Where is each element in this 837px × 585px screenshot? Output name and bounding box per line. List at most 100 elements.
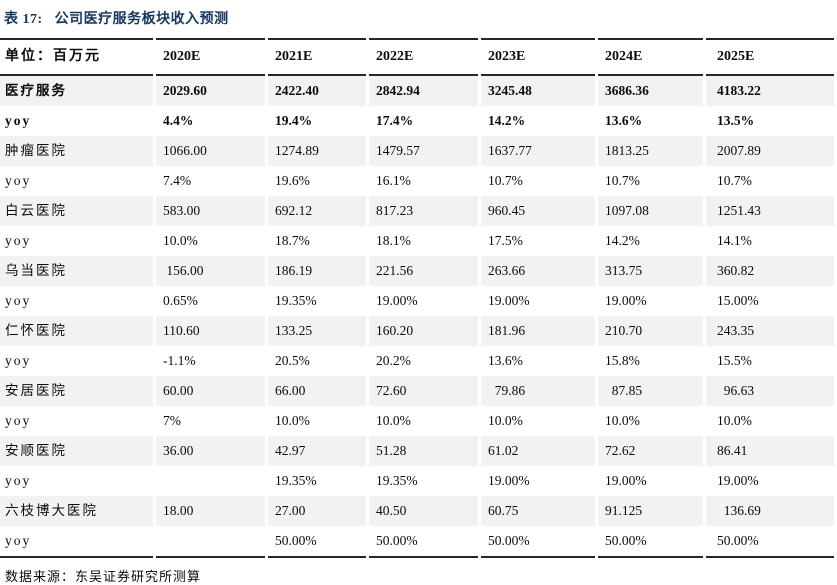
value-cell: 79.86 bbox=[481, 376, 595, 406]
value-cell: 10.0% bbox=[275, 413, 310, 429]
value-cell: 136.69 bbox=[706, 496, 834, 526]
value-cell: 19.6% bbox=[275, 173, 310, 189]
value-cell: 15.00% bbox=[717, 293, 759, 309]
value-cell: 7% bbox=[163, 413, 181, 429]
table-row: 肿瘤医院 1066.00 1274.89 1479.57 1637.77 1813.25 2… bbox=[0, 136, 834, 166]
value-cell: 15.5% bbox=[717, 353, 752, 369]
table-row: 六枝博大医院 18.00 27.00 40.50 60.75 91.125 136.69 bbox=[0, 496, 834, 526]
year-header-2023e: 2023E bbox=[481, 38, 595, 76]
table-row: yoy -1.1% 20.5% 20.2% 13.6% 15.8% 15.5% bbox=[0, 346, 834, 376]
value-cell: 60.75 bbox=[481, 496, 595, 526]
value-cell: 156.00 bbox=[156, 256, 265, 286]
row-label: 六枝博大医院 bbox=[0, 496, 153, 526]
value-cell: 186.19 bbox=[268, 256, 366, 286]
value-cell: 10.7% bbox=[605, 173, 640, 189]
value-cell: 18.1% bbox=[376, 233, 411, 249]
value-cell: 110.60 bbox=[156, 316, 265, 346]
value-cell: 18.7% bbox=[275, 233, 310, 249]
table-row: 安居医院 60.00 66.00 72.60 79.86 87.85 96.63 bbox=[0, 376, 834, 406]
value-cell: 817.23 bbox=[369, 196, 478, 226]
table-number-label: 表 17: bbox=[4, 12, 43, 27]
value-cell: 14.2% bbox=[488, 113, 526, 129]
value-cell: 42.97 bbox=[268, 436, 366, 466]
table-title: 表 17: 公司医疗服务板块收入预测 bbox=[0, 9, 837, 30]
value-cell: 96.63 bbox=[706, 376, 834, 406]
table-row: 安顺医院 36.00 42.97 51.28 61.02 72.62 86.41 bbox=[0, 436, 834, 466]
value-cell: 0.65% bbox=[163, 293, 198, 309]
value-cell: 3686.36 bbox=[598, 76, 703, 106]
row-label: yoy bbox=[5, 413, 32, 429]
value-cell: 50.00% bbox=[481, 526, 595, 558]
value-cell: 583.00 bbox=[156, 196, 265, 226]
value-cell: 133.25 bbox=[268, 316, 366, 346]
row-label: yoy bbox=[5, 293, 32, 309]
value-cell: 40.50 bbox=[369, 496, 478, 526]
value-cell: 87.85 bbox=[598, 376, 703, 406]
value-cell: 51.28 bbox=[369, 436, 478, 466]
value-cell: 15.8% bbox=[605, 353, 640, 369]
value-cell: 19.4% bbox=[275, 113, 313, 129]
year-header-2025e: 2025E bbox=[706, 38, 834, 76]
value-cell: 1813.25 bbox=[598, 136, 703, 166]
value-cell: 17.4% bbox=[376, 113, 414, 129]
value-cell: 19.35% bbox=[275, 473, 317, 489]
unit-label: 单位：百万元 bbox=[0, 38, 153, 76]
value-cell: 27.00 bbox=[268, 496, 366, 526]
value-cell: 243.35 bbox=[706, 316, 834, 346]
value-cell: 1479.57 bbox=[369, 136, 478, 166]
value-cell: 14.2% bbox=[605, 233, 640, 249]
value-cell: 13.6% bbox=[605, 113, 643, 129]
row-label: yoy bbox=[5, 173, 32, 189]
table-row: yoy 4.4% 19.4% 17.4% 14.2% 13.6% 13.5% bbox=[0, 106, 834, 136]
value-cell: 50.00% bbox=[369, 526, 478, 558]
value-cell: 263.66 bbox=[481, 256, 595, 286]
value-cell: 2422.40 bbox=[268, 76, 366, 106]
value-cell: 20.2% bbox=[376, 353, 411, 369]
value-cell: 10.0% bbox=[717, 413, 752, 429]
row-label: 乌当医院 bbox=[0, 256, 153, 286]
table-row: yoy 19.35% 19.35% 19.00% 19.00% 19.00% bbox=[0, 466, 834, 496]
value-cell: 19.35% bbox=[275, 293, 317, 309]
value-cell: 36.00 bbox=[156, 436, 265, 466]
value-cell: 221.56 bbox=[369, 256, 478, 286]
value-cell: 10.0% bbox=[376, 413, 411, 429]
value-cell: 3245.48 bbox=[481, 76, 595, 106]
table-row: yoy 7% 10.0% 10.0% 10.0% 10.0% 10.0% bbox=[0, 406, 834, 436]
table-row: 白云医院 583.00 692.12 817.23 960.45 1097.08 1251.… bbox=[0, 196, 834, 226]
value-cell bbox=[156, 466, 265, 496]
year-header-2024e: 2024E bbox=[598, 38, 703, 76]
value-cell: 1097.08 bbox=[598, 196, 703, 226]
value-cell: 91.125 bbox=[598, 496, 703, 526]
value-cell: 66.00 bbox=[268, 376, 366, 406]
value-cell: 13.6% bbox=[488, 353, 523, 369]
value-cell: 692.12 bbox=[268, 196, 366, 226]
row-label: yoy bbox=[5, 233, 32, 249]
table-body: 医疗服务 2029.60 2422.40 2842.94 3245.48 3686.36 4… bbox=[0, 76, 834, 558]
value-cell: 50.00% bbox=[268, 526, 366, 558]
table-row: 仁怀医院 110.60 133.25 160.20 181.96 210.70 243.35 bbox=[0, 316, 834, 346]
row-label: 医疗服务 bbox=[0, 76, 153, 106]
value-cell: 50.00% bbox=[706, 526, 834, 558]
value-cell: 19.35% bbox=[376, 473, 418, 489]
value-cell: 13.5% bbox=[717, 113, 755, 129]
table-row: yoy 0.65% 19.35% 19.00% 19.00% 19.00% 15.00% bbox=[0, 286, 834, 316]
value-cell: 10.0% bbox=[163, 233, 198, 249]
table-row: yoy 10.0% 18.7% 18.1% 17.5% 14.2% 14.1% bbox=[0, 226, 834, 256]
table-row: yoy 50.00% 50.00% 50.00% 50.00% 50.00% bbox=[0, 526, 834, 558]
table-header-row: 单位：百万元 2020E 2021E 2022E 2023E 2024E 202… bbox=[0, 38, 834, 76]
value-cell: 61.02 bbox=[481, 436, 595, 466]
value-cell: 210.70 bbox=[598, 316, 703, 346]
value-cell: 160.20 bbox=[369, 316, 478, 346]
value-cell: 60.00 bbox=[156, 376, 265, 406]
value-cell: 19.00% bbox=[488, 293, 530, 309]
value-cell: 72.62 bbox=[598, 436, 703, 466]
table-row: yoy 7.4% 19.6% 16.1% 10.7% 10.7% 10.7% bbox=[0, 166, 834, 196]
year-header-2020e: 2020E bbox=[156, 38, 265, 76]
value-cell: 1066.00 bbox=[156, 136, 265, 166]
value-cell bbox=[156, 526, 265, 558]
value-cell: 181.96 bbox=[481, 316, 595, 346]
year-header-2022e: 2022E bbox=[369, 38, 478, 76]
data-source-note: 数据来源：东吴证券研究所测算 bbox=[5, 569, 202, 584]
value-cell: 10.7% bbox=[488, 173, 523, 189]
